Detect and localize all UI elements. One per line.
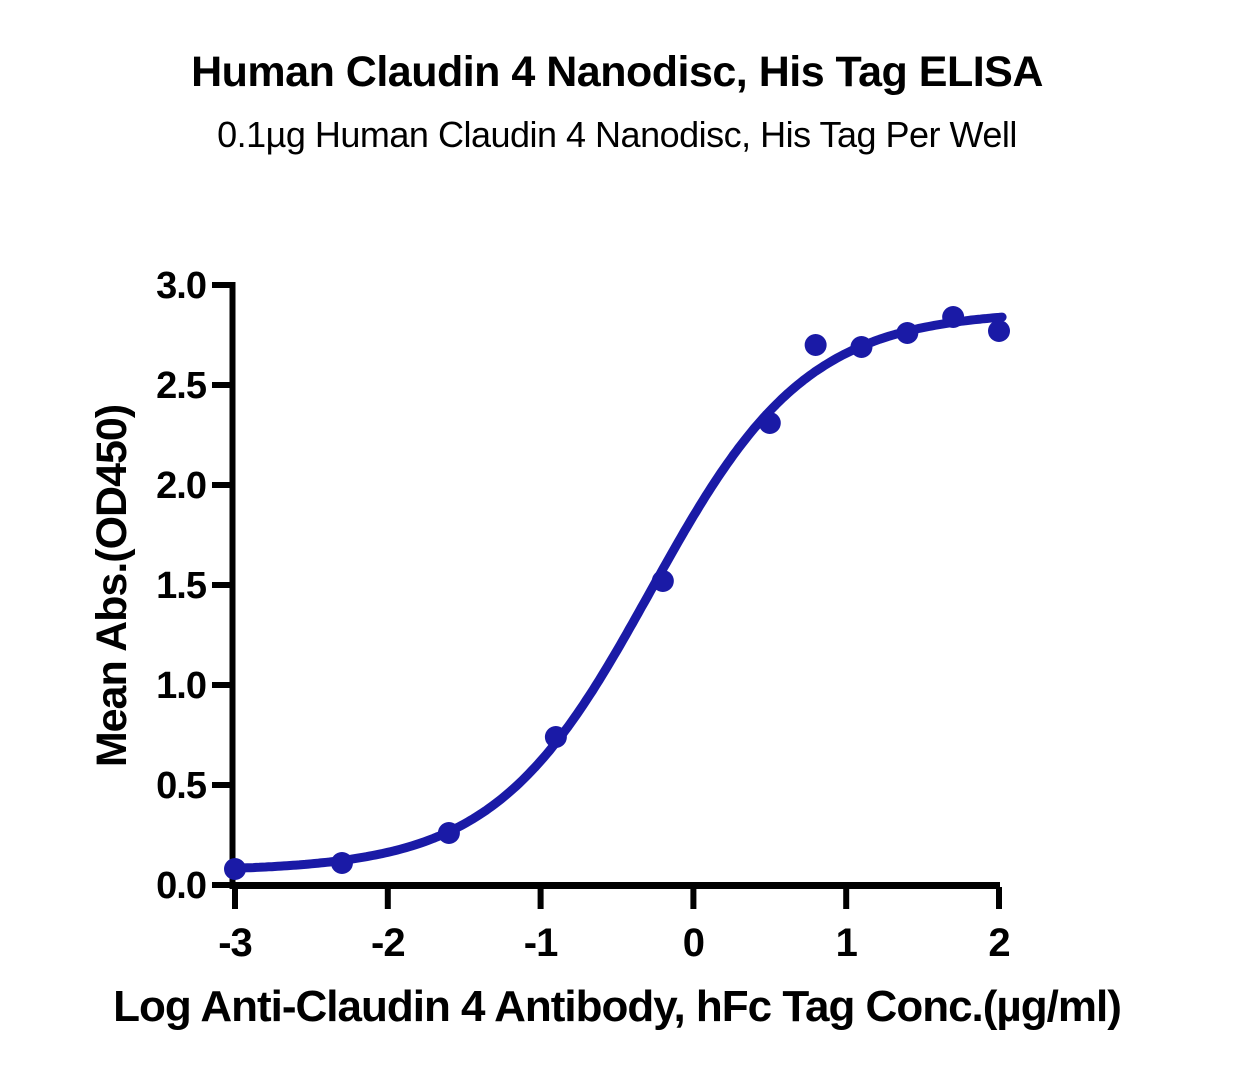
data-point <box>651 570 674 592</box>
y-tick-label: 2.5 <box>156 365 207 407</box>
x-tick-label: 0 <box>683 921 704 965</box>
fit-curve <box>230 312 1007 873</box>
y-tick-label: 0.0 <box>156 865 206 907</box>
data-point <box>988 320 1010 342</box>
data-point <box>330 852 353 874</box>
data-point <box>758 412 781 434</box>
y-tick-label: 1.5 <box>156 565 207 607</box>
x-tick-label: 1 <box>836 921 858 965</box>
data-point <box>850 336 873 358</box>
data-point <box>224 858 246 880</box>
y-tick-label: 1.0 <box>156 665 206 707</box>
data-point <box>544 726 567 748</box>
data-point <box>942 306 965 328</box>
data-point <box>804 334 827 356</box>
y-tick-label: 3.0 <box>156 265 206 307</box>
y-tick-label: 0.5 <box>156 765 207 807</box>
data-point <box>437 822 460 844</box>
y-tick-label: 2.0 <box>156 465 206 507</box>
chart-subtitle: 0.1µg Human Claudin 4 Nanodisc, His Tag … <box>217 114 1017 155</box>
x-tick-label: -1 <box>524 921 558 965</box>
data-point <box>896 322 919 344</box>
x-tick-label: 2 <box>988 921 1009 965</box>
x-tick-label: -3 <box>218 921 252 965</box>
x-tick-label: -2 <box>371 921 405 965</box>
x-axis-label: Log Anti-Claudin 4 Antibody, hFc Tag Con… <box>113 982 1122 1031</box>
chart-title: Human Claudin 4 Nanodisc, His Tag ELISA <box>191 48 1043 96</box>
